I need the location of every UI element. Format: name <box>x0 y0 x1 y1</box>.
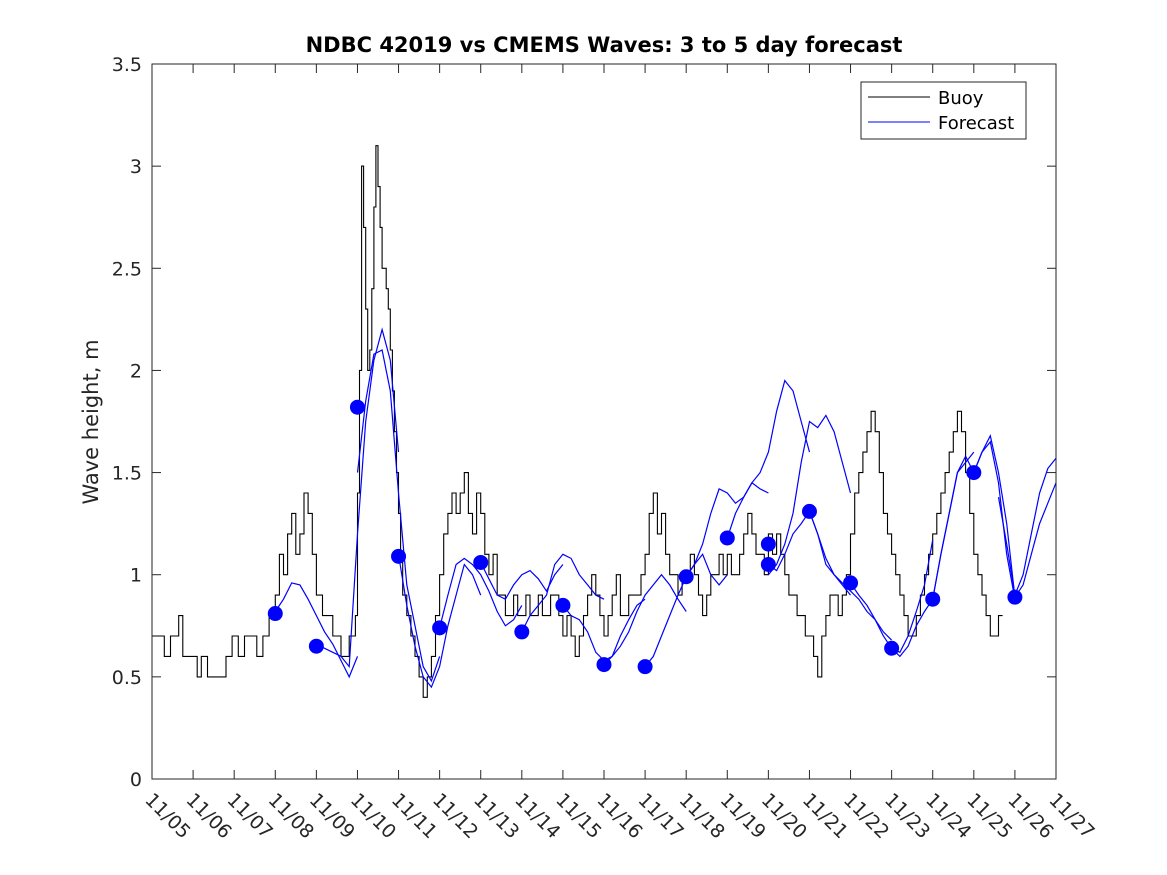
x-tick-label: 11/12 <box>428 789 482 843</box>
x-tick-label: 11/07 <box>223 789 277 843</box>
legend-box <box>860 81 1027 140</box>
forecast-marker-point <box>432 620 448 636</box>
forecast-marker-point <box>843 575 859 591</box>
forecast-marker-point <box>760 536 776 552</box>
forecast-series-line <box>685 481 769 578</box>
forecast-marker-point <box>925 591 941 607</box>
y-tick-label: 3 <box>130 156 142 178</box>
x-tick-label: 11/17 <box>634 789 688 843</box>
forecast-marker-point <box>760 557 776 572</box>
x-tick-label: 11/22 <box>839 789 893 843</box>
forecast-marker-point <box>1007 589 1023 605</box>
forecast-marker-point <box>514 624 530 640</box>
legend-buoy-label: Buoy <box>938 88 984 109</box>
forecast-series-line <box>808 511 893 641</box>
y-tick-label: 1 <box>130 565 142 587</box>
x-tick-label: 11/23 <box>880 789 934 843</box>
forecast-marker-point <box>637 659 653 675</box>
x-tick-label: 11/21 <box>798 789 852 843</box>
forecast-series-line <box>439 557 523 628</box>
forecast-marker-point <box>349 399 365 415</box>
x-tick-label: 11/15 <box>551 789 605 843</box>
forecast-series-line <box>997 457 1057 598</box>
buoy-series-line <box>152 145 1003 698</box>
y-tick-label: 2 <box>130 360 142 382</box>
x-tick-label: 11/08 <box>264 789 318 843</box>
forecast-series-line <box>726 379 811 539</box>
forecast-series-line <box>274 582 359 679</box>
y-tick-label: 1.5 <box>112 463 142 485</box>
forecast-marker-point <box>678 569 694 585</box>
x-tick-label: 11/26 <box>1003 789 1057 843</box>
x-tick-label: 11/10 <box>346 789 400 843</box>
forecast-marker-point <box>308 638 324 654</box>
forecast-marker-point <box>884 640 900 656</box>
x-tick-label: 11/16 <box>592 789 646 843</box>
forecast-marker-point <box>719 530 735 546</box>
forecast-marker-point <box>267 606 283 622</box>
forecast-series-line <box>316 327 400 669</box>
forecast-series-line <box>767 414 852 576</box>
chart-title: NDBC 42019 vs CMEMS Waves: 3 to 5 day fo… <box>306 33 903 57</box>
x-tick-label: 11/20 <box>757 789 811 843</box>
forecast-marker-point <box>596 657 612 673</box>
x-tick-label: 11/27 <box>1044 789 1098 843</box>
y-tick-label: 0 <box>130 769 142 791</box>
forecast-series-line <box>356 349 441 683</box>
x-tick-label: 11/24 <box>921 789 975 843</box>
x-tick-label: 11/25 <box>962 789 1016 843</box>
forecast-series-line <box>973 434 1057 599</box>
forecast-marker-point <box>801 503 817 519</box>
x-tick-label: 11/09 <box>305 789 359 843</box>
forecast-marker-point <box>966 465 982 481</box>
forecast-series-line <box>603 573 687 666</box>
x-tick-label: 11/11 <box>387 789 441 843</box>
y-tick-label: 0.5 <box>112 667 142 689</box>
x-tick-label: 11/06 <box>182 789 236 843</box>
y-tick-label: 3.5 <box>112 54 142 76</box>
legend: Buoy Forecast <box>860 81 1027 140</box>
y-tick-label: 2.5 <box>112 258 142 280</box>
x-tick-label: 11/05 <box>140 789 194 843</box>
legend-forecast-label: Forecast <box>938 113 1014 134</box>
forecast-marker-point <box>391 548 407 564</box>
forecast-series-line <box>397 554 482 689</box>
forecast-marker-point <box>555 597 571 613</box>
x-tick-label: 11/19 <box>716 789 770 843</box>
forecast-series-line <box>521 553 605 633</box>
x-tick-label: 11/14 <box>510 789 564 843</box>
forecast-marker-point <box>473 554 489 570</box>
x-tick-label: 11/13 <box>469 789 523 843</box>
plot-area-box <box>151 63 1057 780</box>
y-axis-label: Wave height, m <box>79 339 103 504</box>
x-tick-label: 11/18 <box>675 789 729 843</box>
